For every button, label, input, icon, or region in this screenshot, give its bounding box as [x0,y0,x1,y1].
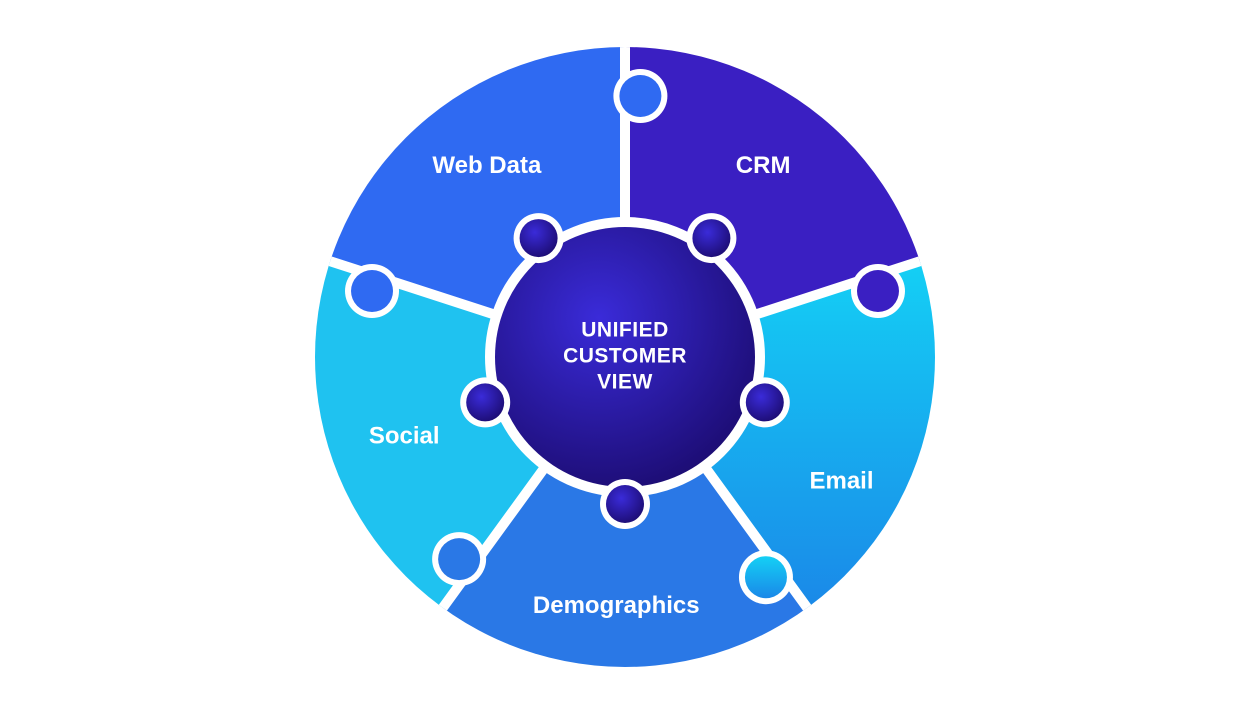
diagram-stage: UNIFIED CUSTOMER VIEW Web Data CRM Email Demo… [0,0,1250,714]
puzzle-diagram: UNIFIED CUSTOMER VIEW Web Data CRM Email Demo… [0,0,1250,714]
inner-knob [746,383,784,421]
knob [438,538,480,580]
segment-label-social: Social [369,423,440,450]
inner-knob [520,219,558,257]
inner-knob [466,383,504,421]
knob [857,270,899,312]
knob [619,75,661,117]
center-label-line-2: VIEW [597,371,653,394]
inner-knob [606,485,644,523]
segment-label-demographics: Demographics [533,592,700,619]
segment-label-webdata: Web Data [432,152,542,179]
knob [351,270,393,312]
inner-knob [692,219,730,257]
segment-label-email: Email [809,467,873,494]
center-label-line-0: UNIFIED [581,319,669,342]
knob [745,556,787,598]
segment-label-crm: CRM [736,152,791,179]
center-label-line-1: CUSTOMER [563,345,687,368]
